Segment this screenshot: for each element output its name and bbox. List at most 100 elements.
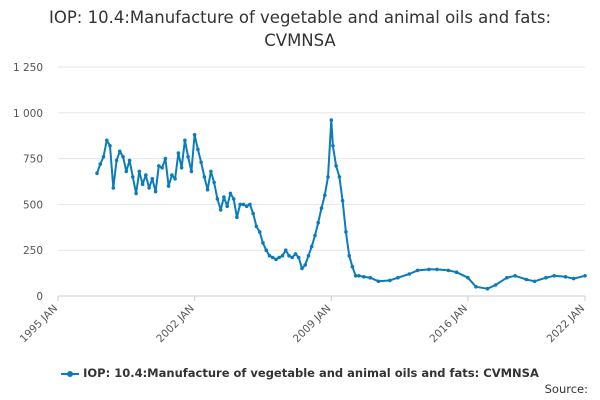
data-point[interactable] bbox=[270, 255, 275, 260]
data-point[interactable] bbox=[306, 253, 311, 258]
data-point[interactable] bbox=[222, 195, 226, 199]
data-point[interactable] bbox=[131, 175, 135, 179]
data-point[interactable] bbox=[583, 274, 587, 278]
data-point[interactable] bbox=[264, 248, 269, 252]
data-point[interactable] bbox=[303, 263, 308, 267]
data-point[interactable] bbox=[231, 197, 236, 201]
data-point[interactable] bbox=[166, 184, 171, 188]
series-line[interactable] bbox=[96, 119, 586, 290]
data-point[interactable] bbox=[283, 248, 288, 252]
data-point[interactable] bbox=[300, 266, 304, 271]
data-point[interactable] bbox=[173, 177, 177, 181]
data-point[interactable] bbox=[95, 171, 99, 176]
data-point[interactable] bbox=[238, 202, 242, 207]
data-point[interactable] bbox=[435, 267, 439, 272]
data-point[interactable] bbox=[474, 285, 478, 289]
data-point[interactable] bbox=[427, 267, 431, 272]
data-point[interactable] bbox=[563, 275, 568, 279]
data-point[interactable] bbox=[186, 155, 190, 159]
data-point[interactable] bbox=[319, 206, 324, 210]
data-point[interactable] bbox=[225, 204, 229, 208]
data-point[interactable] bbox=[277, 255, 282, 260]
data-point[interactable] bbox=[124, 169, 129, 174]
data-point[interactable] bbox=[251, 211, 255, 216]
data-point[interactable] bbox=[228, 191, 233, 196]
data-point[interactable] bbox=[257, 230, 262, 234]
data-point[interactable] bbox=[196, 147, 200, 152]
data-point[interactable] bbox=[505, 275, 509, 280]
data-point[interactable] bbox=[552, 274, 556, 278]
data-point[interactable] bbox=[215, 197, 220, 201]
data-point[interactable] bbox=[153, 189, 158, 194]
data-point[interactable] bbox=[254, 224, 259, 229]
data-point[interactable] bbox=[267, 253, 272, 258]
data-point[interactable] bbox=[388, 278, 392, 283]
data-point[interactable] bbox=[340, 198, 345, 203]
data-point[interactable] bbox=[163, 156, 168, 161]
data-point[interactable] bbox=[108, 144, 112, 148]
data-point[interactable] bbox=[524, 277, 529, 282]
data-point[interactable] bbox=[368, 275, 373, 280]
data-point[interactable] bbox=[544, 275, 548, 280]
data-point[interactable] bbox=[485, 286, 490, 291]
data-point[interactable] bbox=[218, 208, 223, 212]
data-point[interactable] bbox=[205, 187, 210, 192]
data-point[interactable] bbox=[290, 255, 295, 260]
data-point[interactable] bbox=[446, 268, 451, 273]
data-point[interactable] bbox=[493, 283, 498, 287]
data-point[interactable] bbox=[134, 191, 138, 196]
data-point[interactable] bbox=[274, 257, 278, 262]
data-point[interactable] bbox=[331, 144, 335, 148]
data-point[interactable] bbox=[244, 204, 249, 208]
data-point[interactable] bbox=[144, 173, 148, 177]
data-point[interactable] bbox=[209, 169, 213, 174]
data-point[interactable] bbox=[202, 175, 207, 179]
data-point[interactable] bbox=[147, 186, 151, 190]
data-point[interactable] bbox=[280, 253, 285, 258]
data-point[interactable] bbox=[350, 264, 355, 269]
data-point[interactable] bbox=[396, 275, 400, 280]
data-point[interactable] bbox=[150, 177, 155, 181]
data-point[interactable] bbox=[309, 244, 314, 249]
data-point[interactable] bbox=[176, 151, 181, 155]
data-point[interactable] bbox=[466, 275, 470, 280]
data-point[interactable] bbox=[293, 252, 298, 256]
data-point[interactable] bbox=[127, 158, 132, 163]
data-point[interactable] bbox=[337, 175, 342, 179]
data-point[interactable] bbox=[261, 241, 265, 245]
data-point[interactable] bbox=[192, 133, 197, 137]
data-point[interactable] bbox=[105, 138, 109, 143]
data-point[interactable] bbox=[160, 166, 164, 170]
chart-legend[interactable]: IOP: 10.4:Manufacture of vegetable and a… bbox=[0, 366, 600, 380]
data-point[interactable] bbox=[296, 255, 301, 260]
data-point[interactable] bbox=[334, 164, 338, 168]
data-point[interactable] bbox=[326, 175, 330, 179]
data-point[interactable] bbox=[347, 253, 352, 258]
data-point[interactable] bbox=[183, 138, 187, 143]
data-point[interactable] bbox=[454, 270, 459, 275]
data-point[interactable] bbox=[235, 215, 239, 219]
data-point[interactable] bbox=[137, 169, 142, 174]
data-point[interactable] bbox=[362, 275, 366, 279]
data-point[interactable] bbox=[111, 186, 116, 190]
data-point[interactable] bbox=[199, 160, 203, 165]
data-point[interactable] bbox=[140, 182, 145, 186]
data-point[interactable] bbox=[313, 233, 317, 238]
data-point[interactable] bbox=[329, 118, 334, 122]
data-point[interactable] bbox=[513, 274, 517, 278]
data-point[interactable] bbox=[344, 230, 348, 234]
data-point[interactable] bbox=[571, 276, 576, 281]
data-point[interactable] bbox=[532, 279, 537, 284]
data-point[interactable] bbox=[170, 173, 174, 177]
data-point[interactable] bbox=[376, 279, 381, 284]
data-point[interactable] bbox=[101, 155, 106, 159]
data-point[interactable] bbox=[118, 149, 122, 154]
data-point[interactable] bbox=[407, 272, 412, 276]
data-point[interactable] bbox=[157, 164, 161, 168]
data-point[interactable] bbox=[241, 202, 246, 207]
data-point[interactable] bbox=[179, 166, 184, 170]
data-point[interactable] bbox=[248, 202, 252, 207]
data-point[interactable] bbox=[415, 268, 420, 273]
data-point[interactable] bbox=[353, 274, 358, 278]
data-point[interactable] bbox=[98, 162, 103, 166]
